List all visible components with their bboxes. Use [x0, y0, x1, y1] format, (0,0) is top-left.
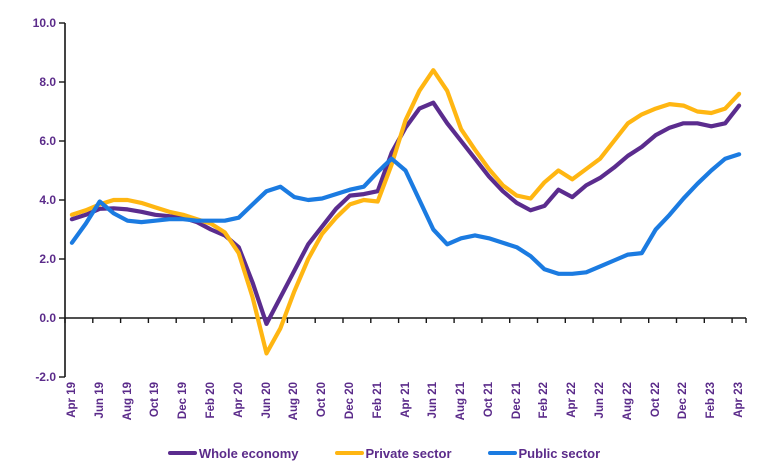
x-axis-label: Jun 19 [93, 382, 106, 419]
x-axis-label: Feb 21 [371, 382, 384, 419]
legend-label: Whole economy [198, 445, 299, 461]
y-axis-label: 6.0 [39, 134, 56, 148]
x-axis-label: Dec 22 [677, 382, 690, 420]
legend-item-private-sector: Private sector [334, 445, 452, 461]
legend-line-swatch-whole-economy [167, 450, 197, 456]
x-axis-label: Oct 22 [649, 382, 662, 418]
y-axis-label: 10.0 [32, 16, 56, 30]
x-axis-label: Apr 20 [232, 382, 245, 418]
x-axis-label: Dec 20 [343, 382, 356, 420]
y-axis-label: 4.0 [39, 193, 56, 207]
x-axis-label: Aug 22 [621, 382, 634, 421]
x-axis-label: Feb 22 [538, 382, 551, 419]
x-axis-label: Apr 23 [733, 382, 746, 418]
chart-legend: Whole economy Private sector Public sector [0, 442, 768, 464]
axis-lines [64, 23, 746, 377]
series-line-private-sector [69, 68, 742, 356]
y-axis-label: 2.0 [39, 252, 56, 266]
series-line-public-sector [69, 152, 742, 276]
y-axis-label: 0.0 [39, 311, 56, 325]
x-axis-label: Apr 19 [65, 382, 78, 418]
legend-item-whole-economy: Whole economy [167, 445, 299, 461]
x-axis-label: Jun 21 [427, 382, 440, 419]
legend-label: Public sector [518, 445, 601, 461]
x-axis-label: Apr 21 [399, 382, 412, 418]
legend-line-swatch-private-sector [334, 450, 364, 456]
x-axis-label: Apr 22 [566, 382, 579, 418]
legend-line-swatch-public-sector [487, 450, 517, 456]
x-axis-label: Jun 22 [594, 382, 607, 419]
x-axis-label: Oct 21 [482, 382, 495, 418]
x-axis-label: Dec 21 [510, 382, 523, 420]
x-axis-label: Aug 21 [455, 382, 468, 421]
x-axis-label: Dec 19 [177, 382, 190, 420]
y-axis-label: -2.0 [35, 370, 56, 384]
legend-label: Private sector [365, 445, 452, 461]
y-axis-label: 8.0 [39, 75, 56, 89]
x-axis-label: Aug 20 [288, 382, 301, 421]
x-axis-label: Feb 23 [705, 382, 718, 419]
x-axis-label: Jun 20 [260, 382, 273, 419]
x-axis-label: Aug 19 [121, 382, 134, 421]
x-axis-label: Feb 20 [204, 382, 217, 419]
x-axis-label: Oct 20 [316, 382, 329, 418]
x-axis-label: Oct 19 [149, 382, 162, 418]
legend-item-public-sector: Public sector [487, 445, 601, 461]
